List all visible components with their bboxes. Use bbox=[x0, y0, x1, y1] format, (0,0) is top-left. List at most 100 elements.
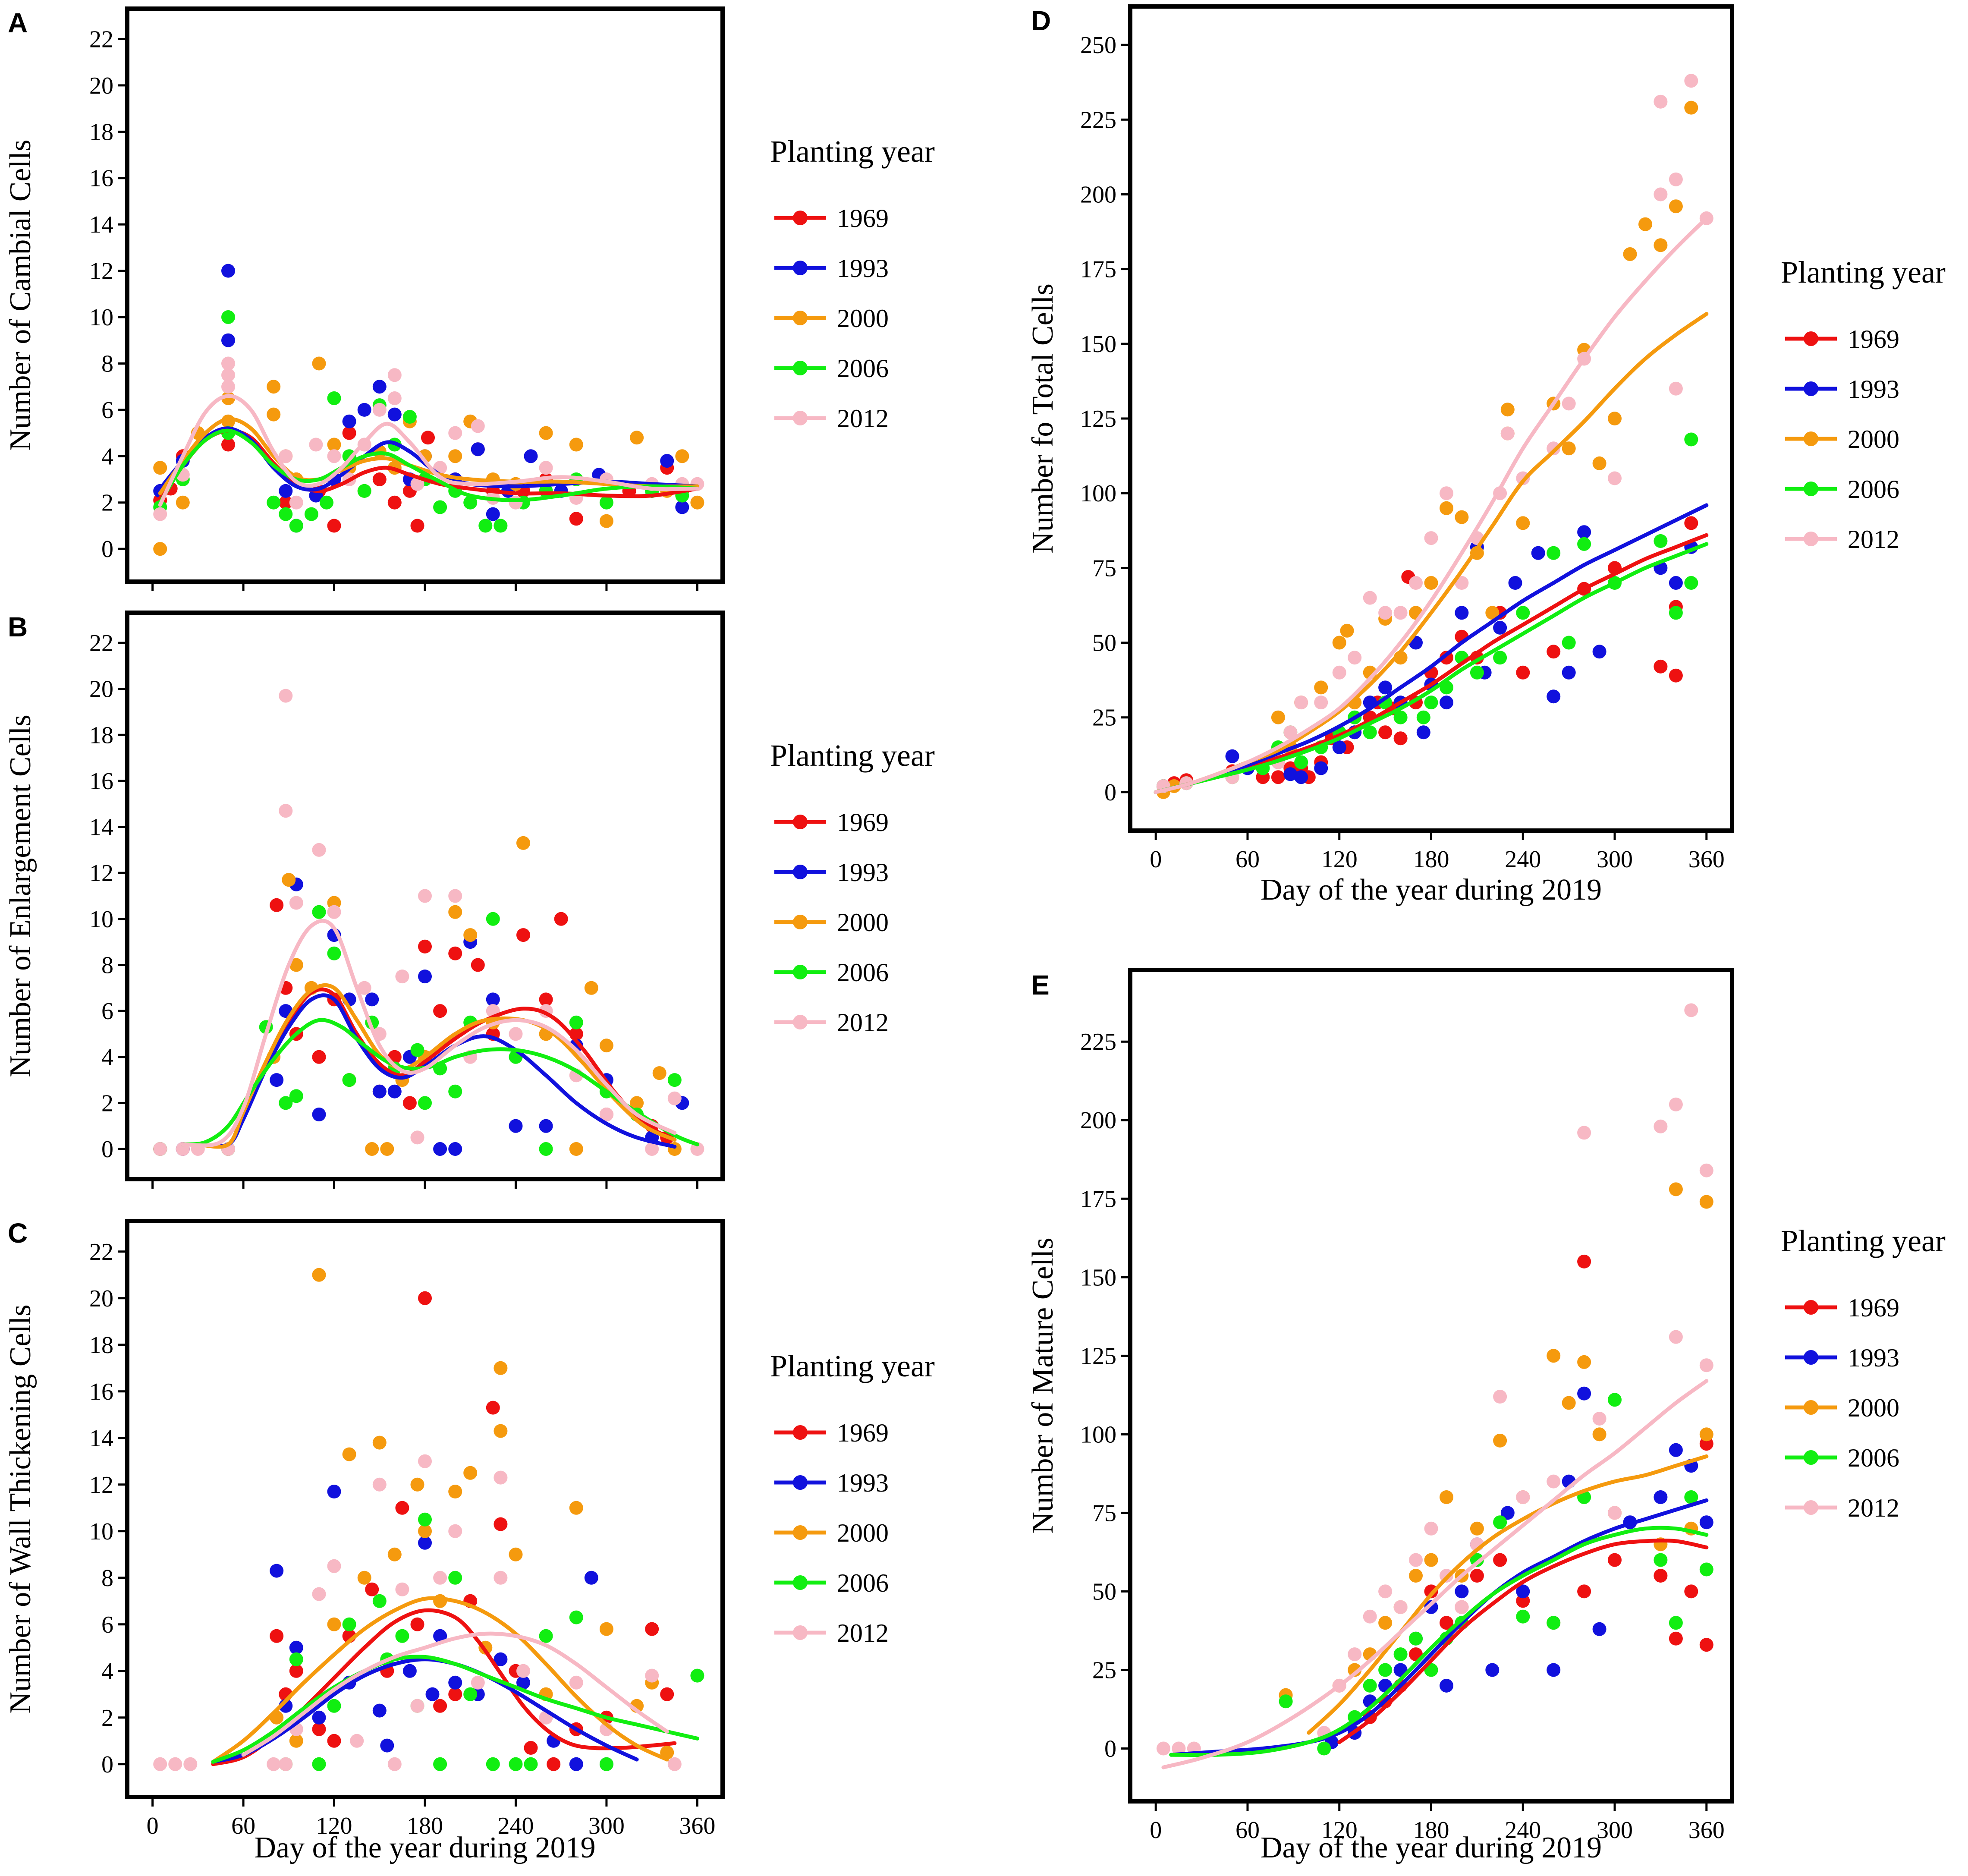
data-point-1993 bbox=[1547, 689, 1561, 704]
y-tick-label: 8 bbox=[101, 952, 113, 979]
data-point-2012 bbox=[1577, 1126, 1591, 1140]
data-point-2006 bbox=[448, 1571, 462, 1585]
data-point-2006 bbox=[1424, 696, 1438, 710]
x-tick-label: 120 bbox=[316, 1813, 352, 1839]
data-point-1969 bbox=[494, 1517, 508, 1531]
fit-curve-2012 bbox=[1161, 1379, 1709, 1769]
data-point-2006 bbox=[327, 1699, 341, 1713]
data-point-2000 bbox=[365, 1142, 379, 1156]
data-point-2012 bbox=[448, 426, 462, 440]
data-point-2006 bbox=[1317, 1741, 1331, 1756]
y-tick-label: 14 bbox=[89, 814, 113, 841]
legend-marker bbox=[793, 965, 808, 979]
y-tick-label: 200 bbox=[1080, 181, 1116, 208]
data-point-2012 bbox=[1455, 576, 1469, 590]
y-tick-label: 6 bbox=[101, 397, 113, 424]
data-point-1993 bbox=[1440, 696, 1453, 710]
data-point-2012 bbox=[1393, 606, 1408, 620]
data-point-2006 bbox=[539, 1629, 553, 1643]
fit-curve-1993 bbox=[1154, 503, 1709, 794]
data-point-1969 bbox=[471, 958, 485, 972]
data-point-2012 bbox=[1409, 1553, 1423, 1567]
legend-label: 2012 bbox=[1848, 1494, 1899, 1522]
y-tick-label: 20 bbox=[89, 72, 113, 99]
data-point-1969 bbox=[410, 519, 424, 533]
fit-curve-2006 bbox=[1154, 542, 1709, 794]
fit-curve-1993 bbox=[211, 1657, 639, 1764]
data-point-1969 bbox=[486, 1401, 500, 1415]
data-point-1993 bbox=[1592, 1622, 1606, 1636]
legend-label: 2000 bbox=[837, 304, 889, 333]
data-point-1969 bbox=[569, 512, 583, 526]
y-tick-label: 8 bbox=[101, 1565, 113, 1592]
data-point-2006 bbox=[1493, 651, 1507, 665]
data-point-2006 bbox=[1699, 1562, 1713, 1577]
data-point-2006 bbox=[1516, 1609, 1530, 1624]
data-point-2012 bbox=[1684, 74, 1698, 88]
y-tick-label: 4 bbox=[101, 443, 113, 470]
panel-d: D 0 25 50 75 100 125 150 175 200 225 250 0 60 120 180 24… bbox=[1026, 4, 1946, 907]
data-point-2012 bbox=[387, 368, 402, 382]
x-tick-label: 0 bbox=[1150, 846, 1162, 873]
legend-label: 2000 bbox=[837, 1519, 889, 1547]
data-point-1993 bbox=[221, 333, 235, 347]
data-point-2012 bbox=[569, 1675, 583, 1690]
legend-label: 2012 bbox=[837, 404, 889, 433]
data-point-2000 bbox=[1424, 1553, 1438, 1567]
data-point-2012 bbox=[410, 1130, 424, 1145]
data-point-2012 bbox=[418, 1454, 432, 1468]
data-point-2006 bbox=[279, 1096, 293, 1110]
data-point-1969 bbox=[410, 1617, 424, 1631]
data-point-2000 bbox=[652, 1066, 666, 1080]
data-point-2012 bbox=[387, 1757, 402, 1771]
data-point-2012 bbox=[312, 843, 326, 857]
data-point-2006 bbox=[1684, 576, 1698, 590]
data-point-2012 bbox=[448, 889, 462, 903]
y-tick-label: 8 bbox=[101, 350, 113, 377]
data-point-2000 bbox=[1348, 1663, 1362, 1677]
data-point-2006 bbox=[289, 1652, 303, 1666]
data-point-1993 bbox=[342, 414, 356, 428]
data-point-2006 bbox=[1608, 1393, 1622, 1407]
legend-label: 1969 bbox=[837, 808, 889, 837]
fit-curve-1993 bbox=[1169, 1498, 1709, 1757]
y-tick-label: 6 bbox=[101, 998, 113, 1025]
fit-curve-2006 bbox=[158, 428, 699, 505]
data-point-2006 bbox=[486, 1757, 500, 1771]
legend-title: Planting year bbox=[770, 738, 935, 773]
y-tick-label: 12 bbox=[89, 258, 113, 285]
data-point-1993 bbox=[486, 507, 500, 521]
legend-marker bbox=[793, 1525, 808, 1540]
data-point-1993 bbox=[660, 454, 674, 468]
data-point-1993 bbox=[486, 992, 500, 1007]
data-point-1993 bbox=[1424, 1600, 1438, 1614]
data-point-2006 bbox=[1378, 1663, 1393, 1677]
fit-curve-2000 bbox=[158, 417, 699, 495]
data-point-1993 bbox=[1283, 767, 1298, 781]
data-point-2006 bbox=[320, 495, 333, 510]
data-point-1993 bbox=[312, 1710, 326, 1725]
data-point-1969 bbox=[421, 431, 435, 445]
data-point-1993 bbox=[1493, 620, 1507, 635]
data-point-2012 bbox=[1409, 576, 1423, 590]
data-point-2006 bbox=[312, 1757, 326, 1771]
y-axis-label: Number of Cambial Cells bbox=[4, 139, 37, 450]
data-point-2012 bbox=[372, 403, 387, 417]
data-point-2006 bbox=[448, 1084, 462, 1099]
data-point-2000 bbox=[1440, 1490, 1453, 1504]
data-point-1969 bbox=[312, 1050, 326, 1064]
data-point-1993 bbox=[1547, 1663, 1561, 1677]
panel-letter: E bbox=[1031, 969, 1050, 1001]
data-point-2012 bbox=[387, 391, 402, 405]
y-tick-label: 175 bbox=[1080, 1186, 1116, 1212]
data-point-2006 bbox=[667, 1073, 682, 1087]
data-point-1993 bbox=[433, 1142, 447, 1156]
data-point-2000 bbox=[599, 1039, 613, 1053]
plot-area bbox=[1156, 1003, 1713, 1769]
data-point-2000 bbox=[448, 905, 462, 919]
data-point-2006 bbox=[433, 500, 447, 514]
data-point-1993 bbox=[387, 1084, 402, 1099]
data-point-2000 bbox=[1562, 1396, 1576, 1410]
data-point-2006 bbox=[463, 495, 478, 510]
data-point-2012 bbox=[539, 461, 553, 475]
